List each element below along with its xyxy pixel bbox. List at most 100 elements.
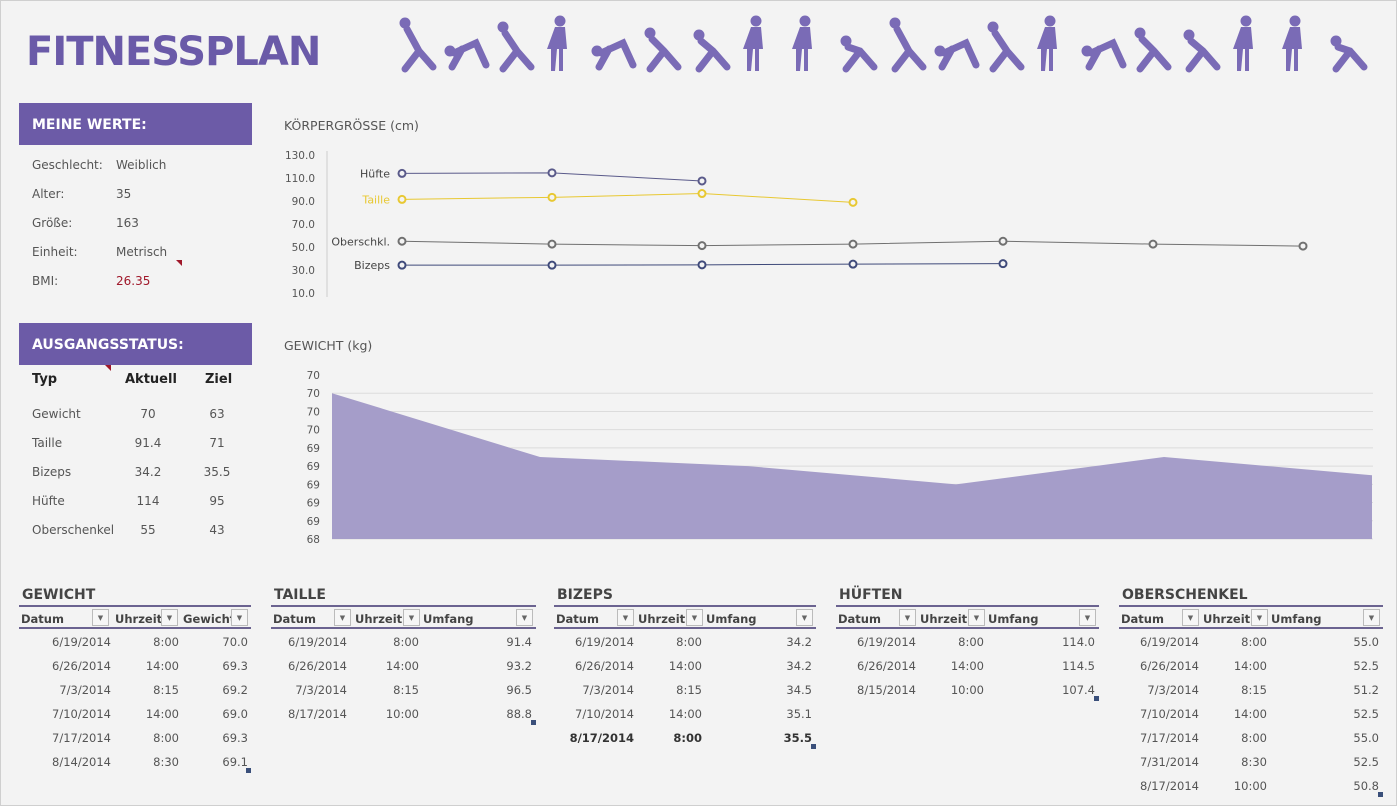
value-cell[interactable]: 34.2: [786, 635, 812, 649]
field-value[interactable]: Metrisch: [116, 245, 168, 259]
date-cell[interactable]: 6/26/2014: [857, 659, 916, 673]
date-cell[interactable]: 6/26/2014: [288, 659, 347, 673]
field-value[interactable]: 26.35: [116, 274, 151, 288]
date-cell[interactable]: 7/3/2014: [59, 683, 111, 697]
time-cell[interactable]: 10:00: [385, 707, 419, 721]
value-cell[interactable]: 70.0: [222, 635, 248, 649]
table-resize-handle-icon[interactable]: [246, 768, 251, 773]
time-cell[interactable]: 8:00: [1241, 635, 1267, 649]
field-value[interactable]: 35: [116, 187, 132, 201]
filter-dropdown-icon[interactable]: ▼: [516, 609, 533, 626]
value-cell[interactable]: 69.3: [222, 731, 248, 745]
table-resize-handle-icon[interactable]: [811, 744, 816, 749]
date-cell[interactable]: 6/26/2014: [575, 659, 634, 673]
filter-dropdown-icon[interactable]: ▼: [1363, 609, 1380, 626]
time-cell[interactable]: 8:15: [676, 683, 702, 697]
date-cell[interactable]: 6/26/2014: [1140, 659, 1199, 673]
time-cell[interactable]: 14:00: [385, 659, 419, 673]
value-cell[interactable]: 69.3: [222, 659, 248, 673]
time-cell[interactable]: 14:00: [950, 659, 984, 673]
value-cell[interactable]: 93.2: [506, 659, 532, 673]
date-cell[interactable]: 7/3/2014: [1147, 683, 1199, 697]
filter-dropdown-icon[interactable]: ▼: [1079, 609, 1096, 626]
time-cell[interactable]: 8:00: [1241, 731, 1267, 745]
value-cell[interactable]: 55.0: [1353, 635, 1379, 649]
time-cell[interactable]: 8:00: [153, 731, 179, 745]
date-cell[interactable]: 7/31/2014: [1140, 755, 1199, 769]
date-cell[interactable]: 7/3/2014: [295, 683, 347, 697]
value-cell[interactable]: 69.1: [222, 755, 248, 769]
filter-dropdown-icon[interactable]: ▼: [796, 609, 813, 626]
value-cell[interactable]: 52.5: [1353, 755, 1379, 769]
filter-dropdown-icon[interactable]: ▼: [1182, 609, 1199, 626]
time-cell[interactable]: 14:00: [1233, 707, 1267, 721]
value-cell[interactable]: 55.0: [1353, 731, 1379, 745]
time-cell[interactable]: 8:15: [153, 683, 179, 697]
value-cell[interactable]: 107.4: [1062, 683, 1095, 697]
time-cell[interactable]: 8:15: [1241, 683, 1267, 697]
date-cell[interactable]: 8/14/2014: [52, 755, 111, 769]
value-cell[interactable]: 96.5: [506, 683, 532, 697]
value-cell[interactable]: 34.2: [786, 659, 812, 673]
value-cell[interactable]: 69.0: [222, 707, 248, 721]
value-cell[interactable]: 50.8: [1353, 779, 1379, 793]
time-cell[interactable]: 8:00: [958, 635, 984, 649]
date-cell[interactable]: 6/26/2014: [52, 659, 111, 673]
date-cell[interactable]: 6/19/2014: [857, 635, 916, 649]
time-cell[interactable]: 8:00: [393, 635, 419, 649]
time-cell[interactable]: 14:00: [668, 659, 702, 673]
value-cell[interactable]: 52.5: [1353, 659, 1379, 673]
time-cell[interactable]: 8:30: [1241, 755, 1267, 769]
value-cell[interactable]: 88.8: [506, 707, 532, 721]
value-cell[interactable]: 114.0: [1062, 635, 1095, 649]
date-cell[interactable]: 6/19/2014: [575, 635, 634, 649]
field-value[interactable]: 163: [116, 216, 139, 230]
time-cell[interactable]: 8:00: [676, 635, 702, 649]
filter-dropdown-icon[interactable]: ▼: [403, 609, 420, 626]
date-cell[interactable]: 8/15/2014: [857, 683, 916, 697]
date-cell[interactable]: 7/3/2014: [582, 683, 634, 697]
time-cell[interactable]: 14:00: [145, 707, 179, 721]
time-cell[interactable]: 8:00: [153, 635, 179, 649]
date-cell[interactable]: 8/17/2014: [569, 731, 634, 745]
filter-dropdown-icon[interactable]: ▼: [617, 609, 634, 626]
date-cell[interactable]: 6/19/2014: [1140, 635, 1199, 649]
time-cell[interactable]: 8:30: [153, 755, 179, 769]
time-cell[interactable]: 10:00: [950, 683, 984, 697]
date-cell[interactable]: 6/19/2014: [288, 635, 347, 649]
value-cell[interactable]: 35.5: [783, 731, 812, 745]
value-cell[interactable]: 34.5: [786, 683, 812, 697]
date-cell[interactable]: 8/17/2014: [1140, 779, 1199, 793]
value-cell[interactable]: 91.4: [506, 635, 532, 649]
table-resize-handle-icon[interactable]: [1094, 696, 1099, 701]
date-cell[interactable]: 8/17/2014: [288, 707, 347, 721]
time-cell[interactable]: 10:00: [1233, 779, 1267, 793]
filter-dropdown-icon[interactable]: ▼: [92, 609, 109, 626]
date-cell[interactable]: 7/17/2014: [1140, 731, 1199, 745]
value-cell[interactable]: 114.5: [1062, 659, 1095, 673]
table-resize-handle-icon[interactable]: [1378, 792, 1383, 797]
date-cell[interactable]: 7/10/2014: [1140, 707, 1199, 721]
time-cell[interactable]: 8:15: [393, 683, 419, 697]
filter-dropdown-icon[interactable]: ▼: [968, 609, 985, 626]
filter-dropdown-icon[interactable]: ▼: [899, 609, 916, 626]
time-cell[interactable]: 14:00: [1233, 659, 1267, 673]
time-cell[interactable]: 14:00: [145, 659, 179, 673]
filter-dropdown-icon[interactable]: ▼: [1251, 609, 1268, 626]
date-cell[interactable]: 7/10/2014: [575, 707, 634, 721]
filter-dropdown-icon[interactable]: ▼: [686, 609, 703, 626]
date-cell[interactable]: 6/19/2014: [52, 635, 111, 649]
filter-dropdown-icon[interactable]: ▼: [231, 609, 248, 626]
value-cell[interactable]: 52.5: [1353, 707, 1379, 721]
time-cell[interactable]: 8:00: [673, 731, 702, 745]
filter-dropdown-icon[interactable]: ▼: [161, 609, 178, 626]
value-cell[interactable]: 35.1: [786, 707, 812, 721]
table-resize-handle-icon[interactable]: [531, 720, 536, 725]
field-value[interactable]: Weiblich: [116, 158, 167, 172]
filter-dropdown-icon[interactable]: ▼: [334, 609, 351, 626]
date-cell[interactable]: 7/10/2014: [52, 707, 111, 721]
value-cell[interactable]: 51.2: [1353, 683, 1379, 697]
time-cell[interactable]: 14:00: [668, 707, 702, 721]
value-cell[interactable]: 69.2: [222, 683, 248, 697]
date-cell[interactable]: 7/17/2014: [52, 731, 111, 745]
